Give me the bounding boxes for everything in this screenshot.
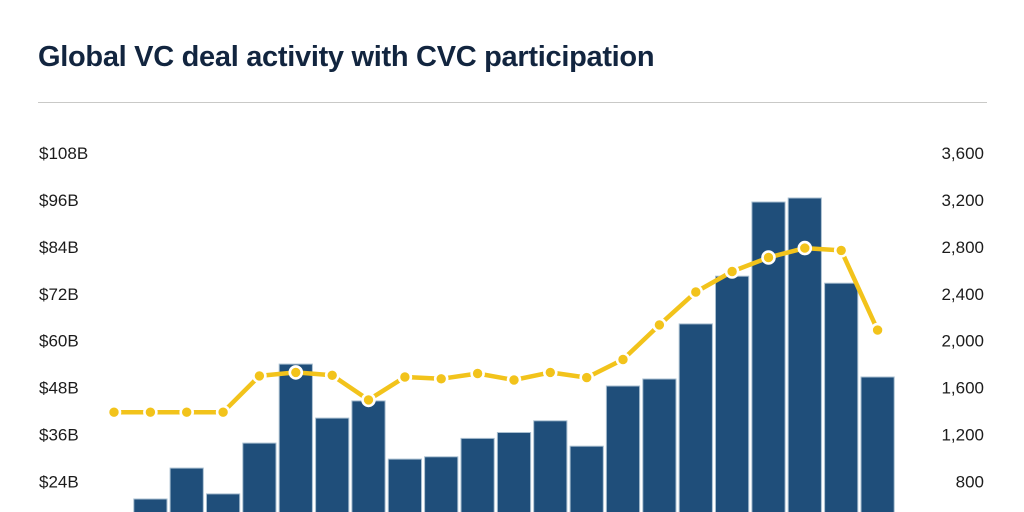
deal-count-line xyxy=(111,245,880,415)
deal-count-marker xyxy=(361,392,376,408)
deal-count-marker xyxy=(506,372,522,388)
deal-value-bar xyxy=(387,458,422,512)
deal-count-marker xyxy=(324,367,340,383)
right-axis-tick: 2,400 xyxy=(941,285,984,304)
deal-value-bar xyxy=(206,493,241,512)
deal-value-bar xyxy=(751,201,786,512)
deal-count-marker xyxy=(870,322,885,338)
left-axis-tick: $36B xyxy=(39,426,79,445)
deal-count-marker xyxy=(542,365,558,380)
left-axis-tick: $108B xyxy=(39,144,88,163)
right-axis-tick: 1,600 xyxy=(941,379,984,398)
right-axis-tick: 800 xyxy=(956,472,984,491)
deal-value-bar xyxy=(460,437,495,512)
right-axis-tick: 3,600 xyxy=(941,144,984,163)
left-axis-tick: $96B xyxy=(39,191,79,210)
right-axis-tick: 1,200 xyxy=(941,426,984,445)
deal-value-bar xyxy=(496,432,532,512)
deal-value-bar xyxy=(860,376,895,512)
right-axis-tick: 3,200 xyxy=(941,191,984,210)
deal-count-marker xyxy=(652,317,667,333)
deal-count-marker xyxy=(143,404,158,420)
deal-value-bar xyxy=(678,323,713,512)
deal-value-bar xyxy=(642,378,677,512)
deal-count-marker xyxy=(288,365,304,380)
deal-count-marker xyxy=(615,352,631,367)
deal-count-marker xyxy=(470,366,485,381)
deal-value-bar xyxy=(242,442,277,512)
deal-count-marker xyxy=(579,370,595,385)
deal-count-marker xyxy=(433,371,449,387)
title-divider xyxy=(38,102,987,103)
deal-count-marker xyxy=(252,368,267,384)
deal-value-bar xyxy=(569,445,604,512)
left-axis-tick: $24B xyxy=(39,472,79,491)
deal-count-marker xyxy=(724,264,740,279)
deal-value-bar xyxy=(824,282,859,512)
left-axis-tick: $84B xyxy=(39,238,79,257)
left-axis-tick: $48B xyxy=(39,379,79,398)
deal-count-marker xyxy=(833,243,849,258)
deal-count-marker xyxy=(215,404,231,420)
chart-title: Global VC deal activity with CVC partici… xyxy=(38,41,655,73)
deal-value-bar xyxy=(605,385,641,512)
deal-value-bar xyxy=(315,417,350,512)
left-axis-tick: $72B xyxy=(39,285,79,304)
deal-count-marker xyxy=(797,240,813,256)
left-axis-tick: $60B xyxy=(39,332,79,351)
deal-count-marker xyxy=(106,404,122,420)
deal-value-bar xyxy=(169,467,204,512)
deal-count-marker xyxy=(688,284,704,300)
deal-value-bar xyxy=(133,498,168,512)
deal-count-marker xyxy=(761,250,776,265)
deal-value-bar xyxy=(715,275,750,512)
deal-value-bar xyxy=(351,400,386,512)
deal-count-marker xyxy=(179,404,194,420)
right-axis-tick: 2,000 xyxy=(941,332,984,351)
right-axis-tick: 2,800 xyxy=(941,238,984,257)
deal-value-bar xyxy=(533,420,568,512)
deal-value-bar xyxy=(424,456,459,512)
deal-count-marker xyxy=(397,369,413,385)
deal-value-bar xyxy=(278,363,313,512)
